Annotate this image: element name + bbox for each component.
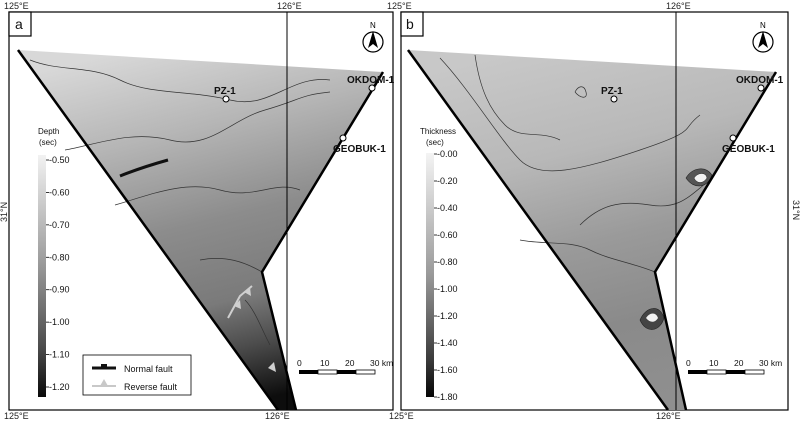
colorbar-tick-label: -1.40: [437, 338, 458, 348]
colorbar-ramp: [38, 155, 46, 397]
colorbar-ticks: -0.50 -0.60 -0.70 -0.80 -0.90 -1.00 -1.10 -1.20: [46, 155, 70, 392]
panel-a: a N PZ-1 OKDOM-1 GEOBUK-1 Depth (sec) -0…: [0, 1, 395, 421]
colorbar-tick-label: -1.80: [437, 392, 458, 402]
colorbar-tick-label: -0.50: [49, 155, 70, 165]
coord-lon-mid-bottom: 126°E: [656, 411, 681, 421]
panel-b-contour: [519, 239, 656, 273]
panel-b-north-arrow: N: [752, 21, 774, 53]
legend-normal-fault: Normal fault: [124, 364, 173, 374]
well-label: PZ-1: [214, 86, 236, 97]
north-label: N: [760, 21, 766, 30]
panel-b-contour: [474, 54, 561, 141]
colorbar-tick-label: -0.20: [437, 176, 458, 186]
panel-a-letter: a: [15, 16, 23, 32]
coord-lon-mid-bottom: 126°E: [265, 411, 290, 421]
scale-bar-label: 10: [709, 358, 719, 368]
north-label: N: [370, 21, 376, 30]
panel-a-contour: [199, 257, 263, 273]
colorbar-tick-label: -0.60: [437, 230, 458, 240]
coord-lon-left-top: 125°E: [387, 1, 412, 11]
colorbar-ticks: -0.00 -0.20 -0.40 -0.60 -0.80 -1.00 -1.20 -1.40…: [434, 149, 458, 402]
colorbar-tick-label: -0.90: [49, 285, 70, 295]
colorbar-tick-label: -1.00: [49, 317, 70, 327]
panel-b-contour: [579, 179, 711, 226]
panel-a-fault-legend: Normal fault Reverse fault: [82, 354, 192, 396]
colorbar-unit: (sec): [426, 138, 444, 147]
scale-bar-label: 0: [686, 358, 691, 368]
legend-reverse-fault: Reverse fault: [124, 382, 178, 392]
colorbar-tick-label: -0.80: [49, 252, 70, 262]
well-geobuk1-a: GEOBUK-1: [333, 134, 386, 155]
panel-a-reverse-fault-tooth: [268, 362, 276, 372]
panel-b-anomaly: [639, 168, 713, 330]
scale-bar-label: 0: [297, 358, 302, 368]
colorbar-tick-label: -0.60: [49, 187, 70, 197]
scale-bar-label: 10: [320, 358, 330, 368]
colorbar-tick-label: -0.80: [437, 257, 458, 267]
panel-b-contour: [574, 86, 587, 98]
reverse-fault-symbol-tooth: [100, 379, 108, 386]
panel-a-colorbar: Depth (sec) -0.50 -0.60 -0.70 -0.80 -0.90 -1.…: [38, 127, 70, 397]
colorbar-tick-label: -1.60: [437, 365, 458, 375]
panel-a-reverse-fault-tooth: [244, 287, 251, 296]
well-pz1-a: PZ-1: [214, 86, 236, 103]
panel-a-north-arrow: N: [362, 21, 384, 53]
panel-a-letter-box: [8, 11, 32, 37]
scale-bar-label: 20: [345, 358, 355, 368]
colorbar-tick-label: -0.70: [49, 220, 70, 230]
well-label: GEOBUK-1: [333, 144, 386, 155]
colorbar-tick-label: -0.40: [437, 203, 458, 213]
panel-b-contour: [439, 57, 701, 172]
scale-bar-ticks: 0 10 20 30 km: [297, 358, 393, 368]
well-label: OKDOM-1: [736, 75, 784, 86]
scale-bar-label: 30 km: [370, 358, 393, 368]
panel-b: b N PZ-1 OKDOM-1 GEOBUK-1 Thickness (sec…: [387, 1, 800, 421]
coord-lon-mid-top: 126°E: [666, 1, 691, 11]
well-okdom1-b: OKDOM-1: [736, 75, 784, 92]
panel-a-reverse-fault-tooth: [234, 300, 241, 309]
panel-a-boundary: [16, 49, 280, 411]
well-label: OKDOM-1: [347, 75, 395, 86]
panel-b-scale-bar: 0 10 20 30 km: [686, 357, 782, 397]
panel-a-contour: [244, 299, 271, 346]
well-label: GEOBUK-1: [722, 144, 775, 155]
colorbar-tick-label: -1.20: [437, 311, 458, 321]
coord-lon-left-top: 125°E: [4, 1, 29, 11]
well-geobuk1-b: GEOBUK-1: [722, 134, 775, 155]
coord-lat-right: 31°N: [791, 200, 800, 220]
panel-b-letter: b: [406, 16, 414, 32]
colorbar-unit: (sec): [39, 138, 57, 147]
colorbar-tick-label: -1.20: [49, 382, 70, 392]
colorbar-tick-label: -1.00: [437, 284, 458, 294]
colorbar-title: Depth: [38, 127, 59, 136]
colorbar-tick-label: -1.10: [49, 350, 70, 360]
scale-bar-label: 30 km: [759, 358, 782, 368]
colorbar-ramp: [426, 153, 434, 397]
panel-a-contour: [64, 91, 331, 151]
coord-lon-mid-top: 126°E: [277, 1, 302, 11]
coord-lon-left-bottom: 125°E: [389, 411, 414, 421]
panel-b-colorbar: Thickness (sec) -0.00 -0.20 -0.40 -0.60 -0.8…: [420, 127, 458, 402]
panel-a-scale-bar: 0 10 20 30 km: [296, 357, 393, 397]
panel-a-contour: [114, 186, 301, 206]
panel-a-contour: [29, 59, 331, 102]
well-pz1-b: PZ-1: [601, 86, 623, 103]
panel-a-normal-fault: [119, 158, 169, 178]
panel-b-map-area: [408, 50, 776, 410]
panel-b-letter-box: [400, 11, 424, 37]
normal-fault-symbol-tick: [101, 364, 107, 368]
well-label: PZ-1: [601, 86, 623, 97]
coord-lat-left: 31°N: [0, 202, 9, 222]
colorbar-tick-label: -0.00: [437, 149, 458, 159]
panel-b-boundary: [406, 49, 670, 411]
scale-bar-ticks: 0 10 20 30 km: [686, 358, 782, 368]
scale-bar-label: 20: [734, 358, 744, 368]
coord-lon-left-bottom: 125°E: [4, 411, 29, 421]
colorbar-title: Thickness: [420, 127, 456, 136]
well-okdom1-a: OKDOM-1: [347, 75, 395, 92]
